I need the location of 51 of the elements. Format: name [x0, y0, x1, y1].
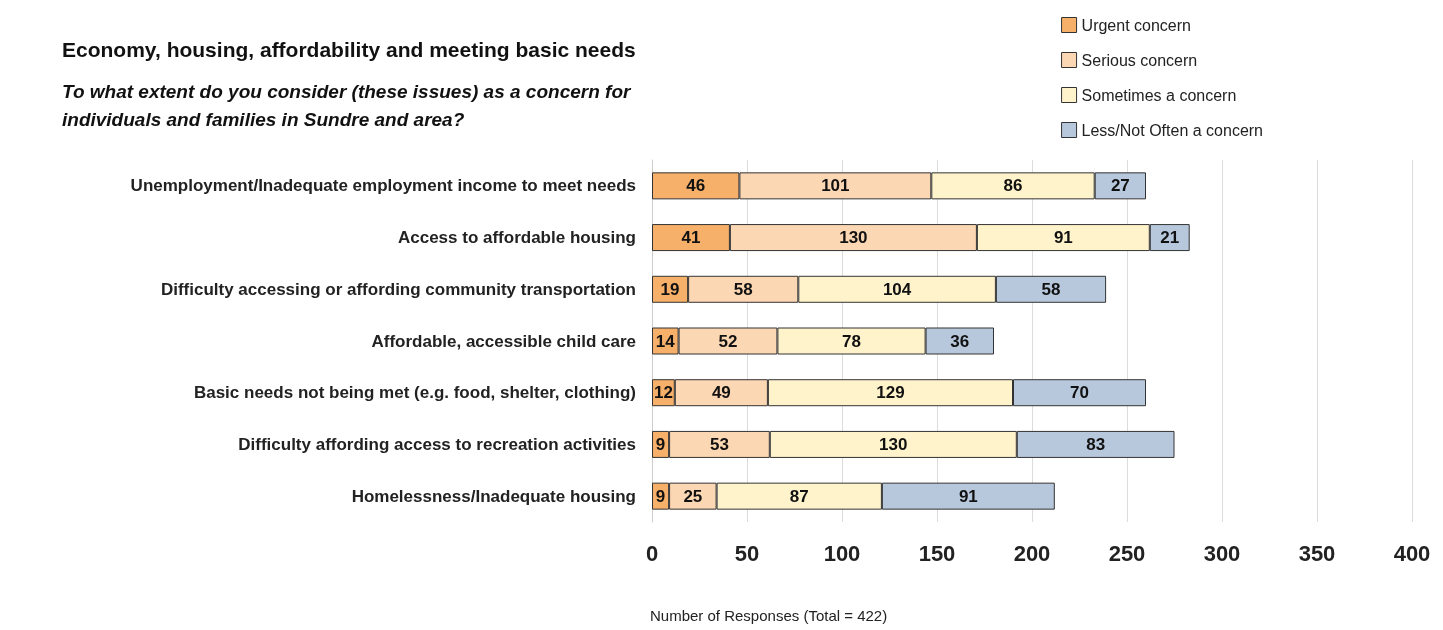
data-label: 12: [653, 383, 673, 403]
data-label: 70: [1070, 383, 1089, 403]
data-label: 14: [655, 331, 676, 351]
x-tick-label: 50: [734, 540, 760, 566]
data-label: 49: [711, 383, 731, 403]
data-label: 86: [1003, 176, 1023, 196]
data-label: 41: [681, 228, 701, 248]
x-tick-label: 350: [1298, 540, 1336, 566]
legend-label: Sometimes a concern: [1081, 86, 1237, 104]
y-tick-label: Affordable, accessible child care: [371, 331, 636, 351]
x-tick-label: 0: [645, 540, 659, 566]
x-tick-label: 100: [823, 540, 861, 566]
y-tick-label: Difficulty accessing or affording community transportation: [160, 279, 636, 299]
data-label: 101: [821, 176, 850, 196]
data-label: 9: [655, 434, 666, 454]
data-label: 87: [789, 486, 809, 506]
data-label: 58: [1041, 279, 1061, 299]
data-label: 25: [683, 486, 703, 506]
legend-label: Urgent concern: [1081, 16, 1191, 34]
text: Economy, housing, affordability and meeting basic needs: [62, 38, 636, 61]
x-axis-title: Number of Responses (Total = 422): [650, 607, 888, 624]
data-label: 58: [733, 279, 753, 299]
legend-label: Less/Not Often a concern: [1081, 121, 1264, 139]
data-label: 21: [1160, 228, 1180, 248]
text: To what extent do you consider (these issues) as a concern for individuals and families in Sundre and area?: [62, 80, 632, 130]
data-label: 53: [709, 434, 729, 454]
data-label: 91: [1053, 228, 1073, 248]
data-label: 19: [660, 279, 680, 299]
data-label: 52: [718, 331, 738, 351]
y-tick-label: Unemployment/Inadequate employment income to meet needs: [130, 176, 636, 196]
y-tick-label: Homelessness/Inadequate housing: [351, 486, 636, 506]
x-tick-label: 150: [918, 540, 956, 566]
data-label: 129: [876, 383, 905, 403]
data-label: 104: [882, 279, 912, 299]
x-tick-label: 400: [1393, 540, 1431, 566]
y-tick-label: Basic needs not being met (e.g. food, shelter, clothing): [193, 383, 636, 403]
data-label: 78: [842, 331, 861, 351]
data-label: 27: [1110, 176, 1130, 196]
y-tick-label: Difficulty affording access to recreation activities: [238, 434, 636, 454]
y-tick-label: Access to affordable housing: [397, 228, 636, 248]
data-label: 36: [950, 331, 970, 351]
x-tick-label: 300: [1203, 540, 1241, 566]
legend-label: Serious concern: [1081, 51, 1198, 69]
data-label: 130: [879, 434, 908, 454]
data-label: 46: [686, 176, 706, 196]
x-tick-label: 250: [1108, 540, 1146, 566]
data-label: 83: [1086, 434, 1106, 454]
data-label: 91: [958, 486, 978, 506]
data-label: 130: [839, 228, 868, 248]
x-tick-label: 200: [1013, 540, 1051, 566]
data-label: 9: [655, 486, 666, 506]
